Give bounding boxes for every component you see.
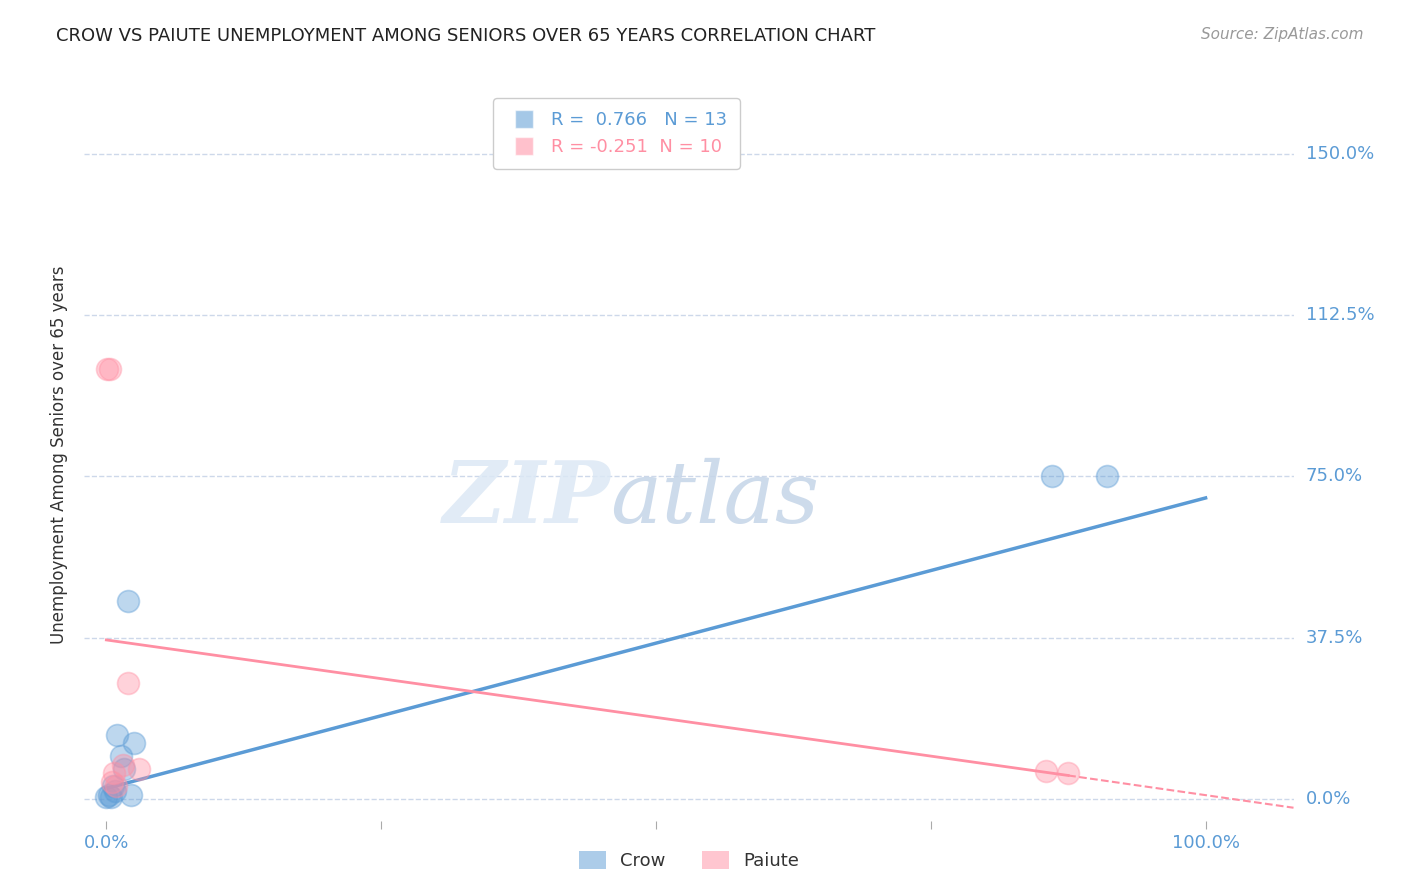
Text: 112.5%: 112.5% [1306, 306, 1374, 324]
Point [103, 766, 125, 780]
Point [117, 594, 139, 608]
Point [1040, 469, 1063, 483]
Point [110, 749, 132, 764]
Point [101, 779, 124, 793]
Point [105, 728, 128, 742]
Point [100, 789, 122, 804]
Point [98, 362, 121, 376]
Point [120, 788, 142, 802]
Legend: Crow, Paiute: Crow, Paiute [571, 844, 807, 878]
Point [128, 762, 150, 776]
Point [1057, 766, 1080, 780]
Point [96, 362, 118, 376]
Text: 150.0%: 150.0% [1306, 145, 1374, 162]
Point [97, 788, 120, 802]
Point [117, 676, 139, 690]
Y-axis label: Unemployment Among Seniors over 65 years: Unemployment Among Seniors over 65 years [51, 266, 69, 644]
Text: atlas: atlas [610, 458, 820, 541]
Point [112, 762, 135, 776]
Point [105, 779, 128, 793]
Text: CROW VS PAIUTE UNEMPLOYMENT AMONG SENIORS OVER 65 YEARS CORRELATION CHART: CROW VS PAIUTE UNEMPLOYMENT AMONG SENIOR… [56, 27, 876, 45]
Point [96, 789, 118, 804]
Point [104, 783, 127, 797]
Text: 0.0%: 0.0% [1306, 790, 1351, 808]
Point [1095, 469, 1118, 483]
Text: Source: ZipAtlas.com: Source: ZipAtlas.com [1201, 27, 1364, 42]
Point [111, 757, 134, 772]
Text: 37.5%: 37.5% [1306, 629, 1362, 647]
Point [101, 775, 124, 789]
Point [1035, 764, 1057, 779]
Text: ZIP: ZIP [443, 457, 610, 541]
Text: 75.0%: 75.0% [1306, 467, 1362, 485]
Point [122, 736, 145, 750]
